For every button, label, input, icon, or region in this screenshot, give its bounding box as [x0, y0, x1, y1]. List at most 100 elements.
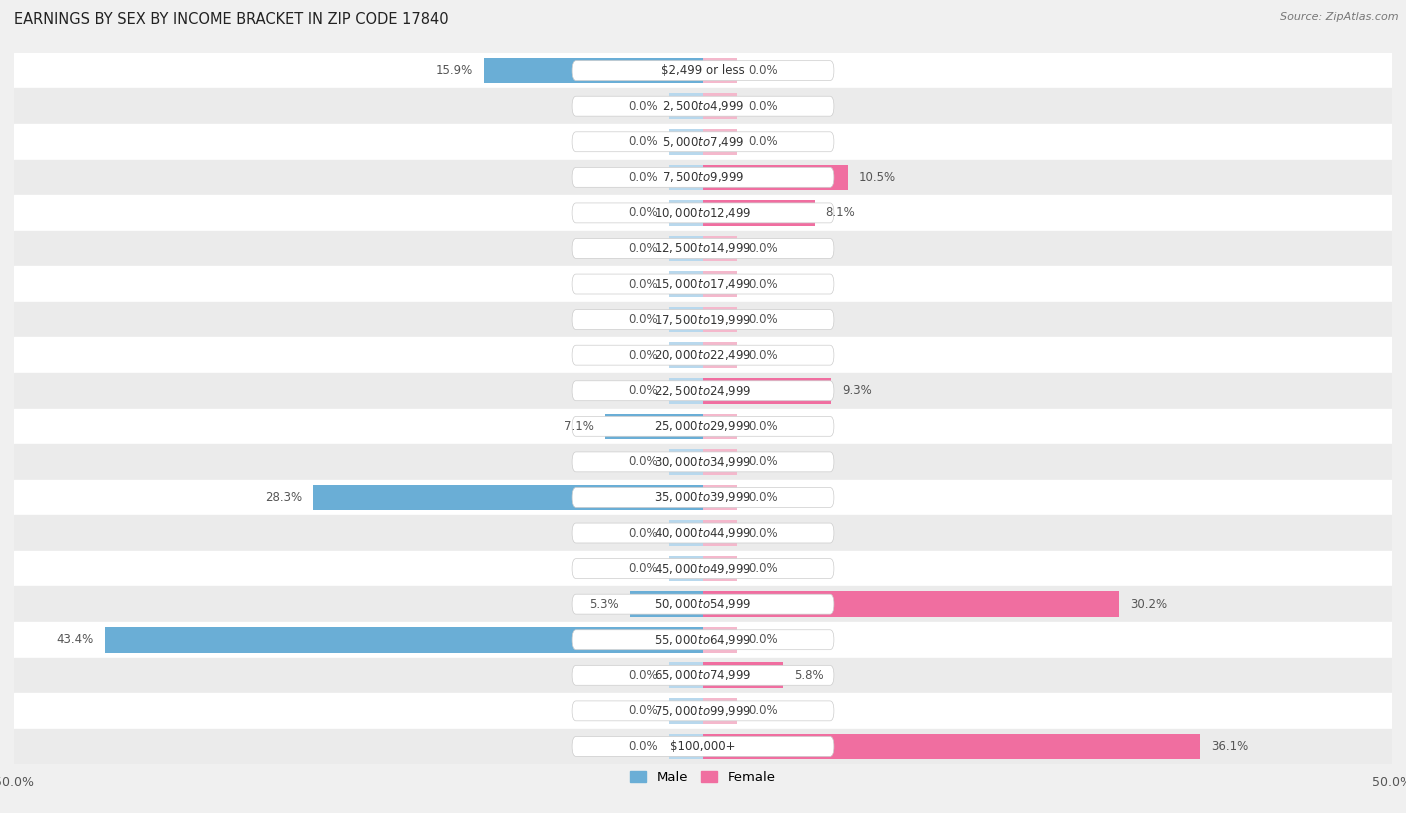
FancyBboxPatch shape	[572, 523, 834, 543]
Bar	[14, 89, 1392, 124]
Bar	[314, 485, 703, 511]
Text: $17,500 to $19,999: $17,500 to $19,999	[654, 313, 752, 327]
Text: 0.0%: 0.0%	[628, 207, 658, 220]
Text: $15,000 to $17,499: $15,000 to $17,499	[654, 277, 752, 291]
Text: $2,499 or less: $2,499 or less	[661, 64, 745, 77]
Bar	[14, 124, 1392, 159]
Bar	[669, 520, 703, 546]
FancyBboxPatch shape	[572, 452, 834, 472]
Bar	[669, 378, 703, 403]
Text: 10.5%: 10.5%	[859, 171, 896, 184]
Bar	[14, 408, 1392, 444]
Text: $12,500 to $14,999: $12,500 to $14,999	[654, 241, 752, 255]
Text: 0.0%: 0.0%	[628, 171, 658, 184]
Bar	[703, 93, 738, 119]
Bar	[105, 627, 703, 653]
FancyBboxPatch shape	[572, 737, 834, 756]
FancyBboxPatch shape	[572, 701, 834, 721]
Bar	[703, 58, 738, 84]
Bar	[14, 444, 1392, 480]
FancyBboxPatch shape	[572, 346, 834, 365]
Text: 28.3%: 28.3%	[264, 491, 302, 504]
Bar	[669, 272, 703, 297]
Bar	[669, 236, 703, 261]
Bar	[703, 164, 848, 190]
Bar	[703, 378, 831, 403]
Text: 0.0%: 0.0%	[748, 704, 778, 717]
Text: 0.0%: 0.0%	[748, 455, 778, 468]
Text: $75,000 to $99,999: $75,000 to $99,999	[654, 704, 752, 718]
Bar	[14, 480, 1392, 515]
Text: 0.0%: 0.0%	[628, 277, 658, 290]
Bar	[14, 231, 1392, 266]
Text: $25,000 to $29,999: $25,000 to $29,999	[654, 420, 752, 433]
FancyBboxPatch shape	[572, 630, 834, 650]
Bar	[105, 627, 703, 653]
Bar	[14, 728, 1392, 764]
Text: 0.0%: 0.0%	[628, 349, 658, 362]
Bar	[14, 266, 1392, 302]
Bar	[703, 627, 738, 653]
Text: 0.0%: 0.0%	[748, 64, 778, 77]
Text: $20,000 to $22,499: $20,000 to $22,499	[654, 348, 752, 362]
Bar	[703, 556, 738, 581]
Bar	[14, 658, 1392, 693]
Bar	[703, 698, 738, 724]
Bar	[14, 337, 1392, 373]
Bar	[484, 58, 703, 84]
Text: $55,000 to $64,999: $55,000 to $64,999	[654, 633, 752, 646]
Bar	[703, 342, 738, 368]
Bar	[630, 591, 703, 617]
Text: 0.0%: 0.0%	[748, 100, 778, 113]
Bar	[703, 414, 738, 439]
Legend: Male, Female: Male, Female	[626, 766, 780, 789]
Bar	[14, 586, 1392, 622]
Text: 30.2%: 30.2%	[1130, 598, 1167, 611]
Bar	[630, 591, 703, 617]
Bar	[703, 307, 738, 333]
Bar	[669, 342, 703, 368]
FancyBboxPatch shape	[572, 310, 834, 329]
Bar	[605, 414, 703, 439]
Bar	[669, 663, 703, 688]
Bar	[669, 733, 703, 759]
Text: 0.0%: 0.0%	[628, 385, 658, 398]
Bar	[703, 520, 738, 546]
Bar	[314, 485, 703, 511]
Text: $40,000 to $44,999: $40,000 to $44,999	[654, 526, 752, 540]
Bar	[703, 663, 783, 688]
Text: 8.1%: 8.1%	[825, 207, 855, 220]
Text: 15.9%: 15.9%	[436, 64, 472, 77]
Bar	[14, 302, 1392, 337]
Text: 0.0%: 0.0%	[748, 562, 778, 575]
Text: $7,500 to $9,999: $7,500 to $9,999	[662, 171, 744, 185]
FancyBboxPatch shape	[572, 61, 834, 80]
Bar	[703, 663, 783, 688]
Text: 5.8%: 5.8%	[794, 669, 824, 682]
Text: Source: ZipAtlas.com: Source: ZipAtlas.com	[1281, 12, 1399, 22]
Text: 7.1%: 7.1%	[564, 420, 595, 433]
Bar	[669, 698, 703, 724]
Text: $100,000+: $100,000+	[671, 740, 735, 753]
Text: 0.0%: 0.0%	[748, 420, 778, 433]
Text: 0.0%: 0.0%	[628, 313, 658, 326]
FancyBboxPatch shape	[572, 488, 834, 507]
Bar	[669, 93, 703, 119]
Bar	[703, 591, 1119, 617]
Bar	[14, 515, 1392, 551]
Text: 0.0%: 0.0%	[748, 527, 778, 540]
Text: 0.0%: 0.0%	[628, 669, 658, 682]
Text: EARNINGS BY SEX BY INCOME BRACKET IN ZIP CODE 17840: EARNINGS BY SEX BY INCOME BRACKET IN ZIP…	[14, 12, 449, 27]
FancyBboxPatch shape	[572, 665, 834, 685]
Bar	[703, 378, 831, 403]
Bar	[669, 129, 703, 154]
FancyBboxPatch shape	[572, 132, 834, 152]
Bar	[703, 129, 738, 154]
FancyBboxPatch shape	[572, 238, 834, 259]
FancyBboxPatch shape	[572, 167, 834, 187]
Bar	[14, 159, 1392, 195]
Text: 0.0%: 0.0%	[748, 633, 778, 646]
Bar	[14, 373, 1392, 408]
Bar	[669, 556, 703, 581]
Text: $35,000 to $39,999: $35,000 to $39,999	[654, 490, 752, 504]
